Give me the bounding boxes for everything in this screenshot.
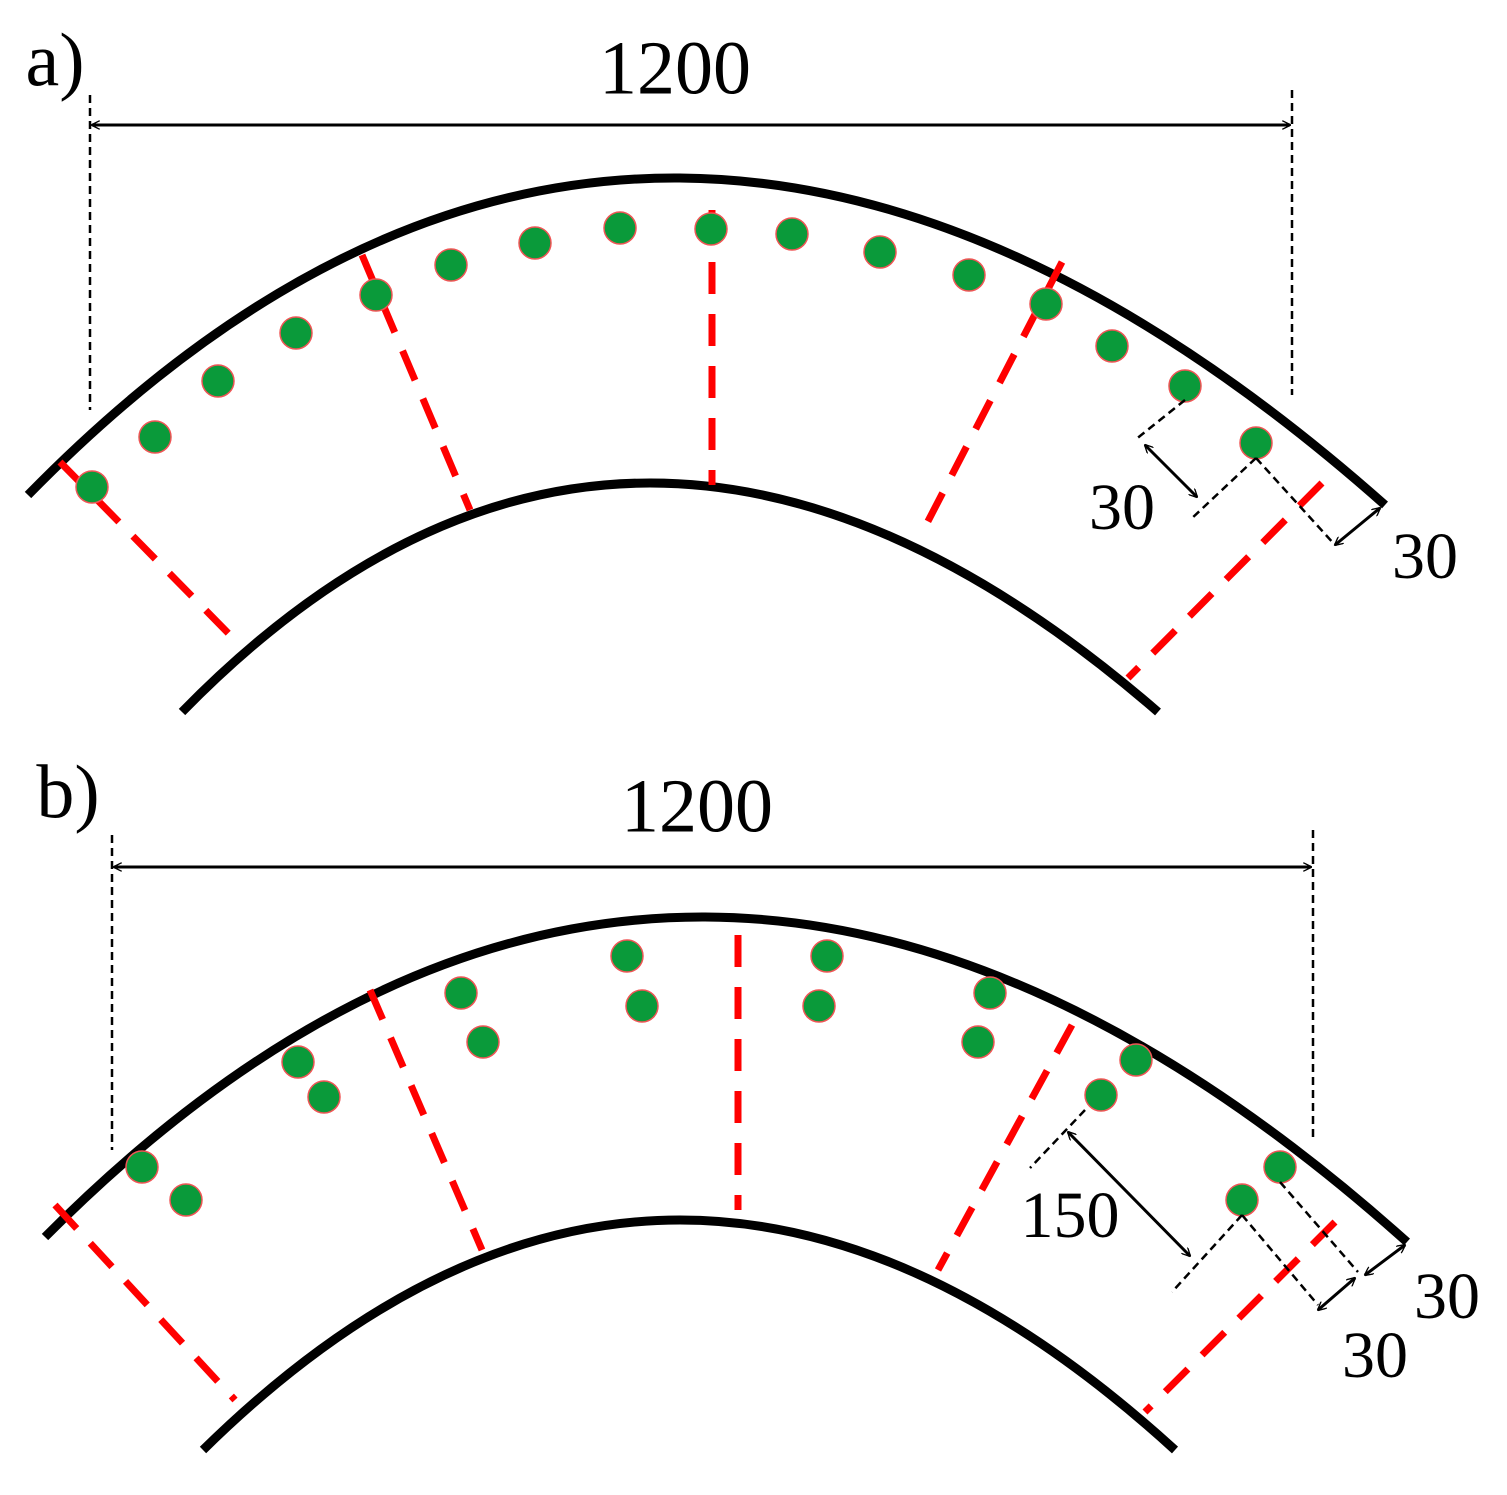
dimension-label: 150 xyxy=(1021,1179,1120,1252)
anchor-dot xyxy=(466,1025,500,1059)
anchor-dot xyxy=(359,278,393,312)
section-line xyxy=(1125,480,1325,681)
anchor-dot xyxy=(1029,287,1063,321)
anchor-dot xyxy=(775,217,809,251)
span-label: 1200 xyxy=(621,764,773,848)
dimension-label: 30 xyxy=(1414,1260,1480,1333)
section-line xyxy=(57,459,235,640)
anchor-dot xyxy=(625,989,659,1023)
anchor-dot xyxy=(973,976,1007,1010)
anchors xyxy=(75,211,1273,504)
dimension-arrow xyxy=(1145,445,1197,497)
section-line xyxy=(934,1023,1076,1272)
anchor-dot xyxy=(603,211,637,245)
sections xyxy=(52,935,1338,1415)
anchor-dot xyxy=(279,316,313,350)
anchor-dot xyxy=(1239,426,1273,460)
dimension-arrow xyxy=(1318,1278,1355,1310)
section-line xyxy=(358,253,474,512)
anchor-dot xyxy=(1095,329,1129,363)
anchor-dot xyxy=(810,939,844,973)
outer-wall xyxy=(24,173,1388,509)
anchor-dot xyxy=(863,235,897,269)
panel-label: b) xyxy=(36,750,99,834)
anchor-dot xyxy=(1168,369,1202,403)
inner-wall xyxy=(199,1215,1179,1454)
anchor-dot xyxy=(125,1150,159,1184)
outer-wall xyxy=(41,912,1411,1246)
dimension-arrow xyxy=(1335,508,1380,545)
anchor-dot xyxy=(169,1183,203,1217)
anchor-dot xyxy=(281,1045,315,1079)
anchor-dot xyxy=(1119,1043,1153,1077)
anchor-dot xyxy=(307,1080,341,1114)
panel-a: a) 1200 30 30 xyxy=(24,18,1458,716)
dimension-guides xyxy=(1029,1109,1359,1306)
anchor-dot xyxy=(1263,1150,1297,1184)
section-line xyxy=(366,988,486,1252)
anchor-dot xyxy=(444,976,478,1010)
anchor-dot xyxy=(802,989,836,1023)
panel-label: a) xyxy=(25,18,84,102)
dimension-guides xyxy=(1134,399,1336,546)
anchor-dot xyxy=(518,226,552,260)
anchor-dot xyxy=(961,1025,995,1059)
dimension-arrow xyxy=(1365,1245,1405,1275)
dimension-label: 30 xyxy=(1342,1319,1408,1392)
dimension-label: 30 xyxy=(1392,520,1458,593)
section-line xyxy=(52,1202,238,1403)
anchor-dot xyxy=(952,258,986,292)
anchor-dot xyxy=(694,212,728,246)
sections xyxy=(57,210,1325,681)
anchor-dot xyxy=(75,470,109,504)
anchor-dot xyxy=(1084,1078,1118,1112)
span-label: 1200 xyxy=(599,26,751,110)
anchor-dot xyxy=(138,420,172,454)
section-line xyxy=(1142,1219,1338,1415)
panel-b: b) 1200 150 30 30 xyxy=(36,750,1480,1454)
anchor-dot xyxy=(201,364,235,398)
anchor-dot xyxy=(610,939,644,973)
anchor-dot xyxy=(434,248,468,282)
anchor-dot xyxy=(1225,1183,1259,1217)
inner-wall xyxy=(178,478,1161,716)
dimension-arrow xyxy=(1068,1132,1190,1256)
anchors xyxy=(125,939,1297,1217)
dimension-label: 30 xyxy=(1089,471,1155,544)
